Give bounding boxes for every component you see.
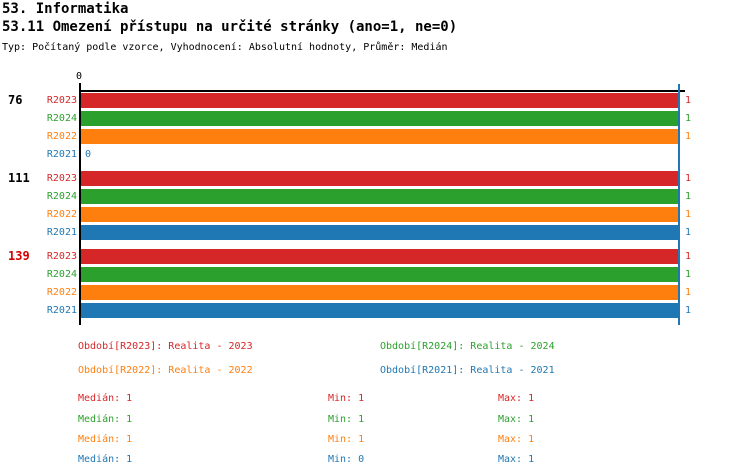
- series-label-r2023: R2023: [46, 95, 77, 106]
- stat-min-r2023: Min: 1: [328, 393, 365, 404]
- stat-min-r2024: Min: 1: [328, 414, 365, 425]
- stat-max-r2022: Max: 1: [498, 434, 535, 445]
- median-line: [678, 84, 680, 325]
- series-label-r2021: R2021: [46, 149, 77, 160]
- page-title: 53. Informatika: [2, 1, 129, 17]
- bar-r2021: [81, 225, 678, 240]
- bar-r2023: [81, 171, 678, 186]
- bar-value-label: 0: [85, 149, 92, 160]
- legend-item-r2021: Období[R2021]: Realita - 2021: [380, 365, 555, 376]
- bar-r2022: [81, 207, 678, 222]
- stat-median-r2022: Medián: 1: [78, 434, 133, 445]
- question-meta: Typ: Počítaný podle vzorce, Vyhodnocení:…: [2, 42, 448, 53]
- bar-value-label: 1: [685, 251, 692, 262]
- series-label-r2024: R2024: [46, 191, 77, 202]
- series-label-r2023: R2023: [46, 251, 77, 262]
- bar-r2024: [81, 111, 678, 126]
- bar-r2024: [81, 267, 678, 282]
- question-title: 53.11 Omezení přístupu na určité stránky…: [2, 19, 458, 35]
- group-count-label: 139: [8, 249, 30, 263]
- stat-max-r2021: Max: 1: [498, 454, 535, 465]
- legend-item-r2024: Období[R2024]: Realita - 2024: [380, 341, 555, 352]
- bar-r2023: [81, 249, 678, 264]
- bar-value-label: 1: [685, 305, 692, 316]
- series-label-r2024: R2024: [46, 113, 77, 124]
- bar-value-label: 1: [685, 173, 692, 184]
- legend-item-r2022: Období[R2022]: Realita - 2022: [78, 365, 253, 376]
- bar-r2024: [81, 189, 678, 204]
- bar-value-label: 1: [685, 269, 692, 280]
- axis-zero-tick-label: 0: [75, 71, 83, 82]
- bar-value-label: 1: [685, 209, 692, 220]
- series-label-r2022: R2022: [46, 209, 77, 220]
- bar-r2023: [81, 93, 678, 108]
- bar-value-label: 1: [685, 95, 692, 106]
- bar-r2022: [81, 285, 678, 300]
- stat-median-r2024: Medián: 1: [78, 414, 133, 425]
- series-label-r2022: R2022: [46, 131, 77, 142]
- bar-value-label: 1: [685, 131, 692, 142]
- stat-max-r2023: Max: 1: [498, 393, 535, 404]
- series-label-r2024: R2024: [46, 269, 77, 280]
- legend-item-r2023: Období[R2023]: Realita - 2023: [78, 341, 253, 352]
- bar-value-label: 1: [685, 227, 692, 238]
- stat-median-r2021: Medián: 1: [78, 454, 133, 465]
- stat-median-r2023: Medián: 1: [78, 393, 133, 404]
- series-label-r2022: R2022: [46, 287, 77, 298]
- group-count-label: 76: [8, 93, 23, 107]
- bar-value-label: 1: [685, 113, 692, 124]
- bar-r2021: [81, 303, 678, 318]
- y-axis-line: [79, 83, 81, 325]
- group-count-label: 111: [8, 171, 30, 185]
- bar-value-label: 1: [685, 191, 692, 202]
- series-label-r2021: R2021: [46, 305, 77, 316]
- stat-min-r2021: Min: 0: [328, 454, 365, 465]
- bar-value-label: 1: [685, 287, 692, 298]
- bar-r2022: [81, 129, 678, 144]
- x-axis-top-line: [79, 90, 685, 92]
- stat-min-r2022: Min: 1: [328, 434, 365, 445]
- series-label-r2021: R2021: [46, 227, 77, 238]
- series-label-r2023: R2023: [46, 173, 77, 184]
- stat-max-r2024: Max: 1: [498, 414, 535, 425]
